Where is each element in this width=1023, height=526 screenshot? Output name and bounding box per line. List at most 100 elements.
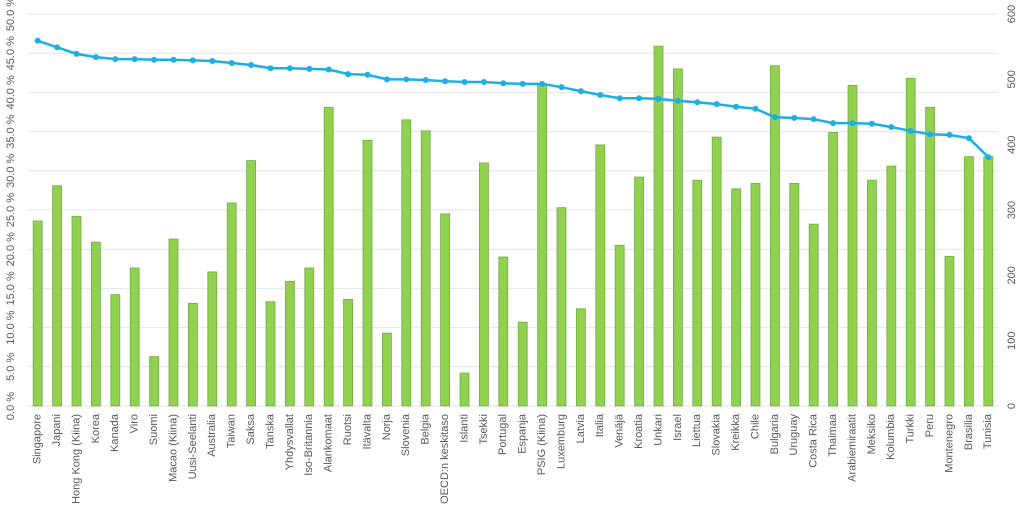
y-tick-label: 45.0 % — [5, 36, 17, 70]
line-marker — [810, 116, 817, 123]
bar — [91, 241, 101, 407]
bar — [692, 179, 703, 407]
line-marker — [422, 76, 429, 83]
x-tick-label: Peru — [924, 414, 936, 437]
bar — [110, 294, 121, 407]
x-tick-label: Portugal — [497, 414, 509, 455]
x-tick-label: Yhdysvallat — [284, 414, 296, 470]
bar — [731, 188, 741, 407]
x-tick-label: Kanada — [109, 413, 121, 452]
x-tick-label: Montenegro — [943, 414, 955, 473]
bar — [129, 267, 140, 407]
bar — [867, 179, 877, 407]
bar — [595, 144, 606, 407]
x-tick-label: Suomi — [148, 414, 160, 445]
bar — [905, 77, 916, 407]
line-marker — [442, 78, 449, 85]
x-tick-label: Turkki — [905, 414, 917, 444]
line-marker — [131, 56, 138, 63]
line-marker — [364, 71, 371, 78]
x-tick-label: Korea — [90, 413, 102, 443]
x-tick-label: Islanti — [458, 414, 470, 443]
line-marker — [733, 103, 740, 110]
line-marker — [636, 95, 643, 102]
bar — [828, 131, 838, 407]
bar — [304, 267, 315, 407]
y2-tick-label: 500 — [1006, 70, 1018, 88]
x-tick-label: Latvia — [575, 413, 587, 443]
x-tick-label: Unkari — [652, 414, 664, 446]
x-tick-label: Singapore — [32, 414, 44, 464]
x-tick-label: Italia — [594, 413, 606, 437]
x-tick-label: Israel — [672, 414, 684, 441]
bar — [498, 256, 509, 407]
line-marker — [965, 135, 972, 142]
x-tick-label: Bulgaria — [769, 413, 781, 454]
line-marker — [325, 66, 332, 73]
bar — [226, 202, 237, 407]
y-tick-label: 10.0 % — [5, 310, 17, 344]
bar — [537, 83, 547, 407]
bar — [52, 185, 62, 407]
bar — [847, 84, 858, 407]
line-marker — [791, 114, 798, 121]
x-tick-label: Uusi-Seelanti — [187, 414, 199, 479]
bar — [576, 308, 586, 407]
y-tick-label: 50.0 % — [5, 0, 17, 31]
y-tick-label: 25.0 % — [5, 193, 17, 227]
line-marker — [34, 37, 41, 44]
bar — [750, 182, 761, 407]
x-tick-label: Thaimaa — [827, 413, 839, 457]
x-tick-label: Tsekki — [478, 414, 490, 445]
x-tick-label: Australia — [206, 413, 218, 457]
x-tick-label: Alankomaat — [323, 414, 335, 472]
line-marker — [306, 65, 313, 72]
bar — [265, 301, 276, 407]
bar — [944, 255, 955, 407]
bar — [653, 45, 664, 407]
line-marker — [189, 57, 196, 64]
line-marker — [907, 127, 914, 134]
y-tick-label: 35.0 % — [5, 114, 17, 148]
line-marker — [888, 124, 895, 131]
line-marker — [577, 88, 584, 95]
line-marker — [92, 54, 99, 61]
x-tick-label: Taiwan — [226, 414, 238, 448]
x-tick-label: Uruguay — [788, 414, 800, 456]
bar — [634, 176, 644, 407]
x-tick-label: Macao (Kiina) — [167, 414, 179, 482]
line-marker — [985, 154, 992, 161]
x-tick-label: Tanska — [264, 413, 276, 449]
line-marker — [461, 78, 468, 85]
line-marker — [209, 58, 216, 65]
bar — [149, 356, 160, 407]
line-marker — [170, 56, 177, 63]
line-marker — [539, 80, 546, 87]
line-marker — [383, 76, 390, 83]
x-tick-label: Slovenia — [400, 413, 412, 456]
line-marker — [597, 92, 604, 99]
line-marker — [713, 101, 720, 108]
bar — [401, 119, 412, 407]
line-marker — [267, 65, 274, 72]
bar — [32, 220, 43, 407]
y-tick-label: 30.0 % — [5, 153, 17, 187]
x-tick-label: Ruotsi — [342, 414, 354, 445]
y-tick-label: 15.0 % — [5, 271, 17, 305]
y2-tick-label: 100 — [1006, 331, 1018, 349]
line-marker — [500, 80, 507, 87]
line-marker — [403, 76, 410, 83]
y2-tick-label: 600 — [1006, 5, 1018, 23]
bar — [71, 215, 82, 407]
x-tick-label: Luxemburg — [555, 414, 567, 469]
bar — [459, 372, 470, 407]
y2-tick-label: 0 — [1006, 403, 1018, 409]
bar — [362, 139, 373, 407]
y-tick-label: 40.0 % — [5, 75, 17, 109]
y2-tick-label: 400 — [1006, 135, 1018, 153]
bar — [187, 302, 198, 407]
bar — [517, 321, 528, 407]
line-marker — [345, 71, 352, 78]
line-marker — [694, 99, 701, 106]
x-tick-label: Kolumbia — [885, 413, 897, 460]
